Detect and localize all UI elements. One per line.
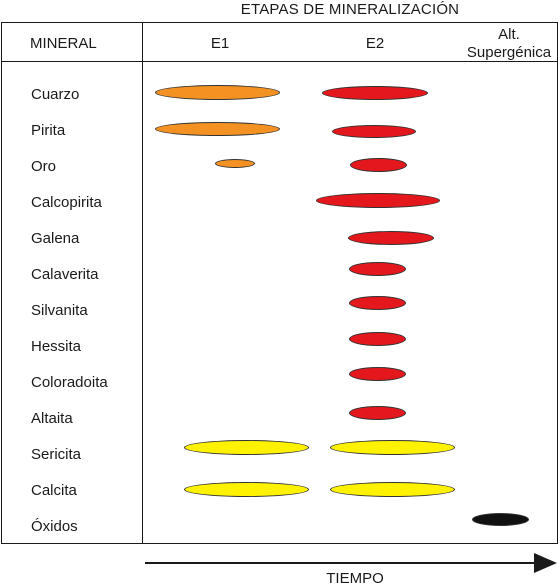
bar-cuarzo-e2 — [322, 86, 428, 100]
bar-sericita-e2 — [330, 440, 455, 455]
bar-altaita-e2 — [349, 406, 406, 420]
bar-oro-e2 — [350, 158, 407, 172]
mineral-label-hessita: Hessita — [31, 338, 82, 355]
header-alt-line1: Alt. — [498, 26, 520, 43]
mineral-label-sericita: Sericita — [31, 446, 82, 463]
bar-calcita-e1 — [184, 482, 309, 497]
bar-oxidos-supergene — [472, 513, 529, 526]
mineral-label-silvanita: Silvanita — [31, 302, 88, 319]
bar-cuarzo-e1 — [155, 85, 280, 100]
bar-pirita-e1 — [155, 122, 280, 136]
bar-sericita-e1 — [184, 440, 309, 455]
column-divider — [142, 23, 143, 543]
paragenetic-table — [1, 22, 558, 544]
time-axis-label: TIEMPO — [326, 570, 384, 587]
mineral-label-oro: Oro — [31, 158, 57, 175]
mineral-label-galena: Galena — [31, 230, 80, 247]
bar-coloradoita-e2 — [349, 367, 406, 381]
mineral-label-altaita: Altaita — [31, 410, 73, 427]
bar-calcopirita-e2 — [316, 193, 440, 208]
mineral-label-calcopirita: Calcopirita — [31, 194, 102, 211]
header-mineral: MINERAL — [30, 35, 97, 52]
bar-calcita-e2 — [330, 482, 455, 497]
header-alt-line2: Supergénica — [466, 44, 552, 61]
mineral-label-oxidos: Óxidos — [31, 518, 78, 535]
mineral-label-calaverita: Calaverita — [31, 266, 99, 283]
header-e2: E2 — [365, 35, 385, 52]
header-e1: E1 — [210, 35, 230, 52]
chart-title: ETAPAS DE MINERALIZACIÓN — [240, 1, 460, 18]
mineral-label-pirita: Pirita — [31, 122, 66, 139]
bar-silvanita-e2 — [349, 296, 406, 310]
mineral-label-cuarzo: Cuarzo — [31, 86, 80, 103]
arrow-head-icon — [534, 553, 557, 573]
bar-galena-e2 — [348, 231, 434, 245]
bar-oro-e1 — [215, 159, 255, 168]
mineral-label-calcita: Calcita — [31, 482, 77, 499]
bar-pirita-e2 — [332, 125, 416, 138]
bar-hessita-e2 — [349, 332, 406, 346]
bar-calaverita-e2 — [349, 262, 406, 276]
mineral-label-coloradoita: Coloradoita — [31, 374, 108, 391]
header-divider — [2, 61, 557, 62]
